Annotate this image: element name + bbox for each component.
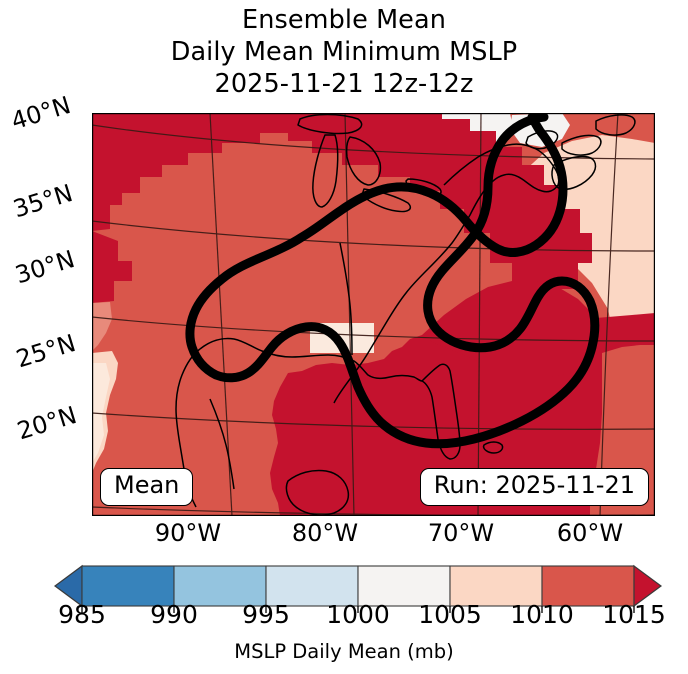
colorbar-svg <box>53 564 663 613</box>
colorbar-ticklabel-1000: 1000 <box>326 600 390 629</box>
coast-lake-superior <box>297 113 363 135</box>
coast-bahamas <box>482 441 504 454</box>
contour-isobar-1012 <box>185 113 600 449</box>
coast-lake-michigan <box>312 134 339 208</box>
colorbar-band-1010-1015 <box>541 565 635 607</box>
map-frame <box>92 113 655 516</box>
colorbar-ticks <box>81 606 635 613</box>
lat-tick-35n: 35°N <box>9 178 76 224</box>
lat-tick-30n: 30°N <box>11 244 78 290</box>
map-axes: Mean Run: 2025-11-21 <box>92 113 655 516</box>
map-svg <box>92 113 655 516</box>
fill-band-1005-1010-nw <box>92 302 112 351</box>
lat-tick-20n: 20°N <box>13 400 80 446</box>
colorbar-band-995-1000 <box>265 565 359 607</box>
lon-tick-70w: 70°W <box>427 519 495 547</box>
colorbar-band-990-995 <box>173 565 267 607</box>
colorbar-ticklabel-1005: 1005 <box>418 600 482 629</box>
colorbar-band-985-990 <box>81 565 175 607</box>
coast-river-mississippi <box>339 242 353 356</box>
title-line-2: Daily Mean Minimum MSLP <box>170 37 518 68</box>
annotation-run-label: Run: 2025-11-21 <box>433 471 635 499</box>
coast-newfoundland <box>595 114 636 136</box>
coast-river-interior <box>209 398 235 490</box>
colorbar <box>0 558 688 674</box>
lat-tick-25n: 25°N <box>12 328 79 374</box>
fill-band-over-1015-north <box>92 113 592 313</box>
colorbar-axis-title: MSLP Daily Mean (mb) <box>234 640 454 663</box>
graticule-lat-35 <box>92 220 655 252</box>
coast-nova-scotia <box>551 155 597 191</box>
colorbar-ticklabel-995: 995 <box>242 600 290 629</box>
coast-lake-erie <box>361 188 412 213</box>
colorbar-ticklabel-990: 990 <box>150 600 198 629</box>
annotation-mean-label: Mean <box>114 471 180 499</box>
coast-lake-huron <box>345 136 382 186</box>
annotation-box-run: Run: 2025-11-21 <box>419 468 649 506</box>
title-line-3: 2025-11-21 12z-12z <box>214 69 474 100</box>
coast-gulf-usa <box>199 337 423 382</box>
colorbar-over-arrow <box>633 564 663 608</box>
lon-tick-80w: 80°W <box>291 519 359 547</box>
contour-isobar-path <box>185 113 600 449</box>
graticule-lon-60 <box>599 113 619 516</box>
colorbar-ticklabel-1015: 1015 <box>602 600 666 629</box>
coast-yucatan <box>285 469 350 516</box>
fill-band-over-1015-west <box>92 231 132 303</box>
graticule-lat-25 <box>92 412 655 430</box>
fill-band-over-1015-midatl <box>422 281 600 377</box>
lon-tick-60w: 60°W <box>556 519 624 547</box>
coast-gulf-st-lawrence <box>561 134 602 156</box>
lon-tick-90w: 90°W <box>154 519 222 547</box>
colorbar-ticklabel-1010: 1010 <box>510 600 574 629</box>
colorbar-ticklabel-985: 985 <box>58 600 106 629</box>
figure-title: Ensemble Mean Daily Mean Minimum MSLP 20… <box>0 4 688 100</box>
fill-band-1005-1010-sw2 <box>92 363 110 463</box>
annotation-box-mean: Mean <box>100 468 194 506</box>
title-line-1: Ensemble Mean <box>242 5 446 35</box>
